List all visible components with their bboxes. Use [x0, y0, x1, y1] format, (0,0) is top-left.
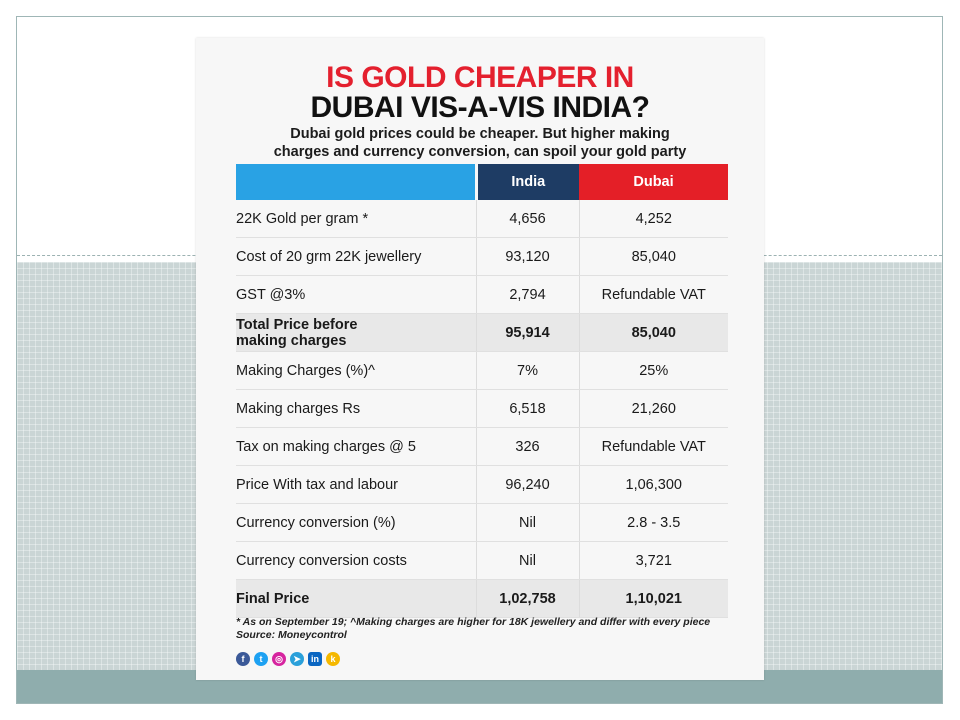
row-label: Making charges Rs: [236, 389, 476, 428]
table-header: India Dubai: [236, 164, 728, 200]
infographic-card: IS GOLD CHEAPER IN DUBAI VIS-A-VIS INDIA…: [196, 38, 764, 680]
footnote-line-1: * As on September 19; ^Making charges ar…: [236, 616, 711, 628]
india-value: Nil: [475, 503, 579, 542]
india-value: 93,120: [475, 237, 579, 276]
row-label: Currency conversion costs: [236, 541, 476, 580]
dubai-value: 25%: [578, 351, 728, 390]
social-icons: f t ◎ ➤ in k: [236, 652, 340, 666]
linkedin-icon[interactable]: in: [308, 652, 322, 666]
dubai-value: 1,06,300: [578, 465, 728, 504]
table-row: Currency conversion (%) Nil 2.8 - 3.5: [236, 503, 728, 542]
subtitle-line-1: Dubai gold prices could be cheaper. But …: [290, 126, 670, 142]
footnote: * As on September 19; ^Making charges ar…: [236, 616, 736, 642]
row-label: Currency conversion (%): [236, 503, 476, 542]
india-value: Nil: [475, 541, 579, 580]
row-label: Cost of 20 grm 22K jewellery: [236, 237, 476, 276]
dubai-value: 4,252: [578, 200, 728, 238]
subtitle-line-2: charges and currency conversion, can spo…: [273, 144, 687, 160]
row-label-line-1: Total Price before: [236, 316, 358, 333]
india-value: 326: [475, 427, 579, 466]
table-row: Tax on making charges @ 5 326 Refundable…: [236, 427, 728, 466]
header-india: India: [474, 164, 579, 200]
dubai-value: 3,721: [578, 541, 728, 580]
india-value: 1,02,758: [475, 579, 579, 618]
dubai-value: 85,040: [578, 313, 728, 352]
table-row: Cost of 20 grm 22K jewellery 93,120 85,0…: [236, 237, 728, 276]
telegram-icon[interactable]: ➤: [290, 652, 304, 666]
table-row: Making Charges (%)^ 7% 25%: [236, 351, 728, 390]
table-row: GST @3% 2,794 Refundable VAT: [236, 275, 728, 314]
dubai-value: 2.8 - 3.5: [578, 503, 728, 542]
row-label: Final Price: [236, 579, 476, 618]
india-value: 95,914: [475, 313, 579, 352]
table-row: Price With tax and labour 96,240 1,06,30…: [236, 465, 728, 504]
table-row: Making charges Rs 6,518 21,260: [236, 389, 728, 428]
row-label: Price With tax and labour: [236, 465, 476, 504]
india-value: 7%: [475, 351, 579, 390]
source-line: Source: Moneycontrol: [236, 629, 347, 641]
table-row-final: Final Price 1,02,758 1,10,021: [236, 579, 728, 618]
table-row: Currency conversion costs Nil 3,721: [236, 541, 728, 580]
dubai-value: 21,260: [578, 389, 728, 428]
dubai-value: Refundable VAT: [578, 427, 728, 466]
dubai-value: 1,10,021: [578, 579, 728, 618]
title-line-2: DUBAI VIS-A-VIS INDIA?: [310, 91, 650, 124]
comparison-table: India Dubai 22K Gold per gram * 4,656 4,…: [236, 164, 728, 618]
india-value: 2,794: [475, 275, 579, 314]
india-value: 4,656: [475, 200, 579, 238]
header-dubai: Dubai: [579, 164, 728, 200]
table-row-total: Total Price before making charges 95,914…: [236, 313, 728, 352]
instagram-icon[interactable]: ◎: [272, 652, 286, 666]
title-line-1: IS GOLD CHEAPER IN: [326, 61, 634, 94]
facebook-icon[interactable]: f: [236, 652, 250, 666]
row-label: GST @3%: [236, 275, 476, 314]
dubai-value: Refundable VAT: [578, 275, 728, 314]
row-label-line-2: making charges: [236, 332, 347, 349]
india-value: 6,518: [475, 389, 579, 428]
koo-icon[interactable]: k: [326, 652, 340, 666]
dubai-value: 85,040: [578, 237, 728, 276]
india-value: 96,240: [475, 465, 579, 504]
header-label-cell: [236, 164, 476, 200]
row-label: Total Price before making charges: [236, 313, 476, 352]
twitter-icon[interactable]: t: [254, 652, 268, 666]
table-row: 22K Gold per gram * 4,656 4,252: [236, 200, 728, 238]
row-label: Tax on making charges @ 5: [236, 427, 476, 466]
row-label: 22K Gold per gram *: [236, 200, 476, 238]
row-label: Making Charges (%)^: [236, 351, 476, 390]
subtitle: Dubai gold prices could be cheaper. But …: [196, 125, 764, 161]
